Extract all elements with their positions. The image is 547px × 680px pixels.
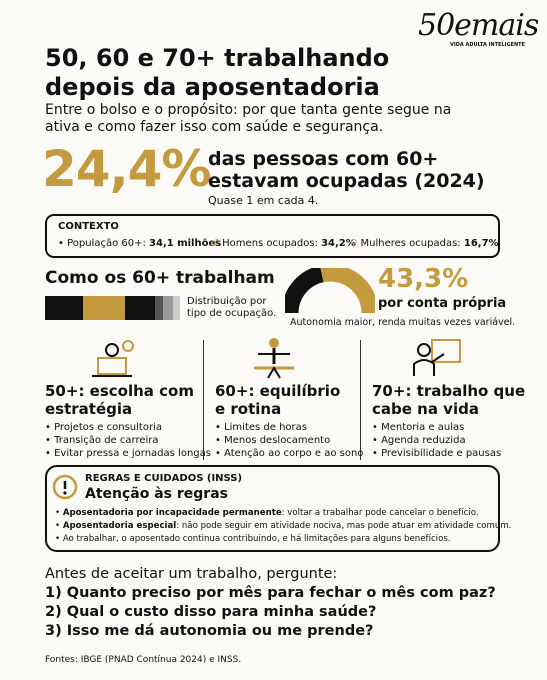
icon-consulting	[92, 340, 134, 377]
rule-text: : não pode seguir em atividade nociva, m…	[176, 521, 512, 531]
bar-caption-line: tipo de ocupação.	[187, 308, 277, 319]
context-item-value: 16,7%	[463, 238, 499, 249]
gauge-label: 43,3%	[378, 264, 469, 294]
context-item-label: População 60+:	[67, 238, 146, 249]
context-item-label: Mulheres ocupadas:	[360, 238, 461, 249]
headline-line: das pessoas com 60+	[208, 148, 439, 170]
rules-label: REGRAS E CUIDADOS (INSS)	[85, 473, 243, 484]
gauge-note: Autonomia maior, renda muitas vezes vari…	[290, 317, 516, 328]
rule: Aposentadoria especial: não pode seguir …	[55, 520, 512, 533]
bullet: Mentoria e aulas	[372, 421, 525, 434]
column-title: cabe na vida	[372, 400, 479, 418]
column-title: 50+: escolha com	[45, 382, 194, 400]
title-line: depois da aposentadoria	[45, 73, 380, 101]
headline-stat: 24,4%	[42, 140, 211, 198]
context-item-label: Homens ocupados:	[222, 238, 318, 249]
column-title: estratégia	[45, 400, 133, 418]
context-item: ♀ Mulheres ocupadas: 16,7%	[350, 238, 499, 249]
rule-bold: Aposentadoria por incapacidade permanent…	[62, 508, 282, 518]
rules-title: Atenção às regras	[85, 486, 228, 502]
bullet: Evitar pressa e jornadas longas	[45, 447, 211, 460]
rule-text: : voltar a trabalhar pode cancelar o ben…	[281, 508, 479, 518]
occupation-bar	[45, 296, 180, 320]
bullet: Atenção ao corpo e ao sono	[215, 447, 363, 460]
context-label: CONTEXTO	[58, 221, 119, 232]
context-item-value: 34,2%	[321, 238, 356, 249]
questions: 1) Quanto preciso por mês para fechar o …	[45, 584, 496, 641]
work-title: Como os 60+ trabalham	[45, 268, 275, 288]
column-title: e rotina	[215, 400, 282, 418]
subtitle-line: Entre o bolso e o propósito: por que tan…	[45, 102, 452, 118]
rule-bold: Aposentadoria especial	[62, 521, 177, 531]
logo-tagline: VIDA ADULTA INTELIGENTE	[450, 42, 526, 48]
bar-caption: Distribuição por tipo de ocupação.	[187, 296, 276, 320]
bullet: Menos deslocamento	[215, 434, 363, 447]
context-item: ♂ Homens ocupados: 34,2%	[210, 238, 356, 249]
gauge	[285, 268, 375, 314]
subtitle: Entre o bolso e o propósito: por que tan…	[45, 102, 451, 136]
questions-intro: Antes de aceitar um trabalho, pergunte:	[45, 566, 338, 582]
bullet: Transição de carreira	[45, 434, 211, 447]
title-line: 50, 60 e 70+ trabalhando	[45, 44, 390, 72]
context-box	[45, 214, 500, 258]
warning-icon	[52, 474, 78, 500]
column-title: 60+: equilíbrio	[215, 382, 341, 400]
gauge-caption: por conta própria	[378, 296, 507, 311]
headline-text: das pessoas com 60+ estavam ocupadas (20…	[208, 148, 485, 192]
icon-balance	[254, 338, 294, 379]
subtitle-line: ativa e como fazer isso com saúde e segu…	[45, 119, 384, 135]
headline-note: Quase 1 em cada 4.	[208, 194, 319, 207]
rules-list: Aposentadoria por incapacidade permanent…	[55, 507, 512, 546]
logo: 50emais	[418, 8, 539, 43]
rule: Ao trabalhar, o aposentado continua cont…	[55, 533, 511, 546]
context-item: • População 60+: 34,1 milhões	[58, 238, 222, 249]
bullet: Projetos e consultoria	[45, 421, 211, 434]
rule: Aposentadoria por incapacidade permanent…	[55, 507, 511, 520]
context-item-value: 34,1 milhões	[149, 238, 222, 249]
headline-line: estavam ocupadas (2024)	[208, 170, 485, 192]
question: 3) Isso me dá autonomia ou me prende?	[45, 623, 374, 639]
column-title: 70+: trabalho que	[372, 382, 526, 400]
question: 1) Quanto preciso por mês para fechar o …	[45, 585, 496, 601]
divider	[360, 340, 361, 460]
bullet: Agenda reduzida	[372, 434, 525, 447]
gauge-arc	[285, 268, 324, 314]
divider	[203, 340, 204, 460]
bar-caption-line: Distribuição por	[187, 296, 267, 307]
bullet: Limites de horas	[215, 421, 363, 434]
bullet: Previsibilidade e pausas	[372, 447, 525, 460]
question: 2) Qual o custo disso para minha saúde?	[45, 604, 377, 620]
title: 50, 60 e 70+ trabalhando depois da apose…	[45, 44, 389, 102]
footer-sources: Fontes: IBGE (PNAD Contínua 2024) e INSS…	[45, 655, 242, 665]
rule-text: Ao trabalhar, o aposentado continua cont…	[62, 534, 451, 544]
icon-teaching	[413, 339, 461, 376]
